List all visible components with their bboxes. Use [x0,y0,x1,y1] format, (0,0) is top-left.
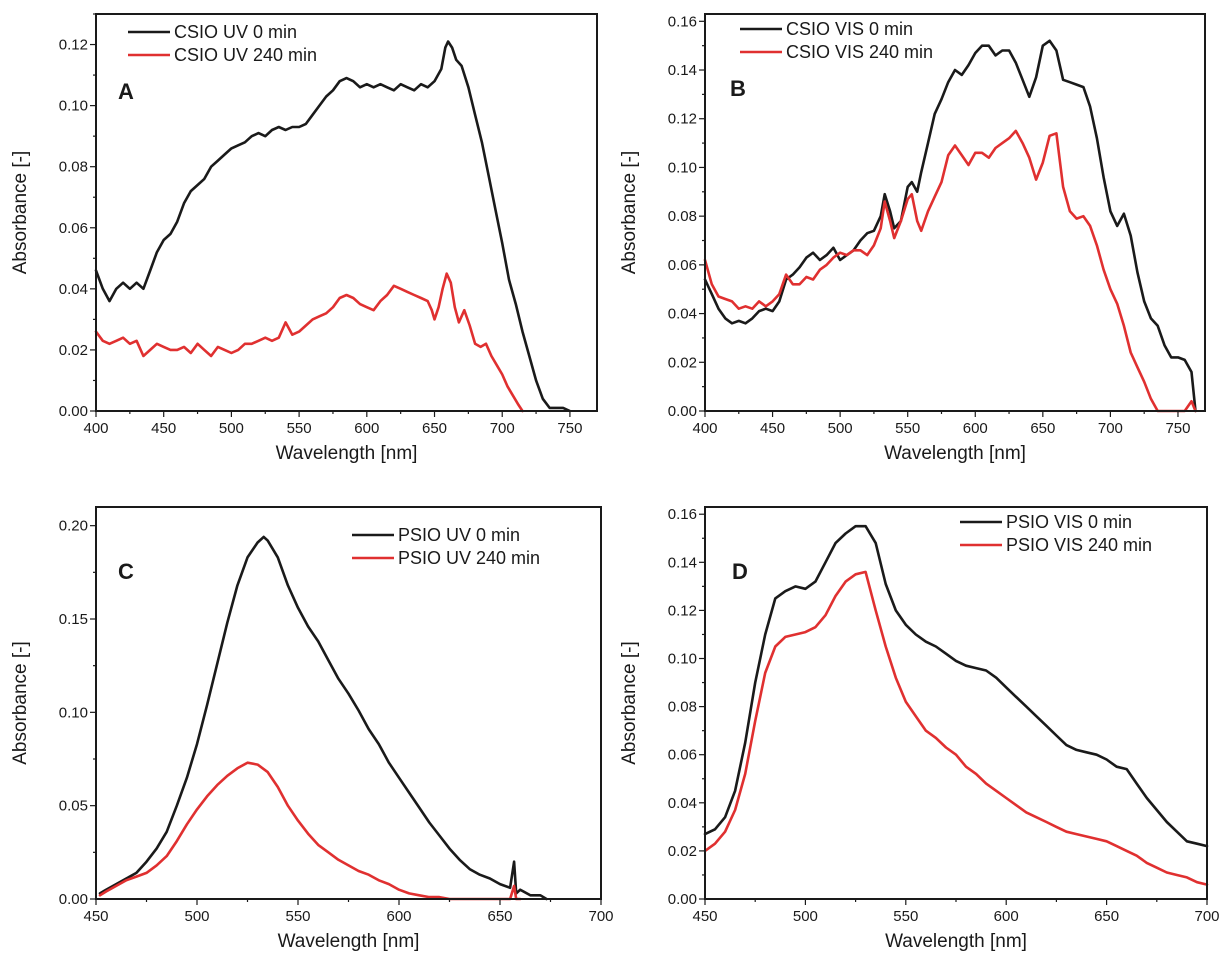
panel-c: 450 500 550 600 650 700 0.00 0.05 0.10 0.15 0.20 Wa… [10,506,614,952]
x-tick-label: 650 [1094,908,1119,925]
y-tick-label: 0.02 [668,843,697,860]
x-tick-label: 700 [490,420,515,437]
x-tick-label: 550 [893,908,918,925]
y-tick-label: 0.04 [668,795,697,812]
y-tick-label: 0.08 [668,208,697,225]
y-tick-label: 0.05 [59,798,88,815]
series-line-initial [94,40,572,413]
y-tick-label: 0.06 [59,220,88,237]
legend-label: CSIO VIS 240 min [786,42,933,62]
x-axis-title: Wavelength [nm] [278,931,420,952]
legend-label: CSIO VIS 0 min [786,19,913,39]
x-tick-label: 700 [1098,420,1123,437]
series-line-irradiated [703,129,1197,413]
x-tick-label: 450 [760,420,785,437]
x-tick-label: 550 [287,420,312,437]
x-tick-label: 750 [557,420,582,437]
y-axis-title: Absorbance [-] [619,641,640,765]
y-tick-label: 0.00 [59,403,88,420]
x-tick-label: 750 [1165,420,1190,437]
panel-d: 450 500 550 600 650 700 0.00 0.02 0.04 0.06 0.08 0.… [619,506,1220,952]
legend-label: CSIO UV 240 min [174,45,317,65]
x-tick-label: 650 [422,420,447,437]
panel-letter: A [118,79,134,104]
y-tick-label: 0.08 [59,159,88,176]
legend-label: CSIO UV 0 min [174,22,297,42]
y-tick-label: 0.00 [668,891,697,908]
x-tick-label: 600 [386,908,411,925]
x-tick-label: 450 [692,908,717,925]
series-line-irradiated [94,272,524,413]
y-tick-label: 0.02 [59,342,88,359]
x-tick-label: 400 [692,420,717,437]
x-tick-label: 500 [184,908,209,925]
y-tick-label: 0.02 [668,354,697,371]
series-line-irradiated [703,570,1209,886]
y-axis-title: Absorbance [-] [10,151,31,275]
y-tick-label: 0.06 [668,747,697,764]
panel-a: 400 450 500 550 600 650 700 750 0.00 0.02 0.04 0.06… [10,13,598,464]
y-tick-label: 0.16 [668,13,697,30]
y-tick-label: 0.10 [59,98,88,115]
y-axis-title: Absorbance [-] [10,641,31,765]
panel-letter: D [732,559,748,584]
y-tick-label: 0.06 [668,257,697,274]
panel-letter: B [730,76,746,101]
y-tick-label: 0.12 [668,602,697,619]
y-tick-label: 0.10 [668,651,697,668]
x-tick-label: 600 [994,908,1019,925]
y-tick-label: 0.14 [668,554,697,571]
legend-label: PSIO UV 0 min [398,525,520,545]
x-axis-title: Wavelength [nm] [276,443,418,464]
x-tick-label: 650 [487,908,512,925]
x-tick-label: 500 [219,420,244,437]
series-line-initial [98,535,548,901]
y-tick-label: 0.15 [59,611,88,628]
panel-letter: C [118,559,134,584]
plot-frame [704,506,1208,900]
y-axis-title: Absorbance [-] [619,151,640,275]
y-tick-label: 0.20 [59,518,88,535]
series-line-irradiated [98,761,522,901]
plot-frame [95,13,598,412]
x-tick-label: 550 [285,908,310,925]
x-tick-label: 550 [895,420,920,437]
plot-frame [704,13,1206,412]
panel-b: 400 450 500 550 600 650 700 750 0.00 0.02 0.04 0.06… [619,13,1206,464]
x-tick-label: 450 [83,908,108,925]
y-tick-label: 0.04 [668,306,697,323]
y-tick-label: 0.00 [668,403,697,420]
x-tick-label: 500 [828,420,853,437]
y-tick-label: 0.16 [668,506,697,523]
y-tick-label: 0.08 [668,699,697,716]
series-line-initial [703,39,1197,413]
x-tick-label: 700 [588,908,613,925]
x-tick-label: 500 [793,908,818,925]
y-tick-label: 0.04 [59,281,88,298]
legend-label: PSIO VIS 0 min [1006,512,1132,532]
y-tick-label: 0.14 [668,62,697,79]
y-tick-label: 0.12 [668,111,697,128]
x-tick-label: 650 [1030,420,1055,437]
y-tick-label: 0.12 [59,37,88,54]
x-tick-label: 700 [1194,908,1219,925]
x-axis-title: Wavelength [nm] [884,443,1026,464]
series-line-initial [703,524,1209,848]
legend-label: PSIO UV 240 min [398,548,540,568]
y-tick-label: 0.10 [668,159,697,176]
x-tick-label: 600 [963,420,988,437]
x-tick-label: 600 [354,420,379,437]
y-tick-label: 0.10 [59,704,88,721]
y-tick-label: 0.00 [59,891,88,908]
x-tick-label: 450 [151,420,176,437]
x-tick-label: 400 [83,420,108,437]
legend-label: PSIO VIS 240 min [1006,535,1152,555]
x-axis-title: Wavelength [nm] [885,931,1027,952]
